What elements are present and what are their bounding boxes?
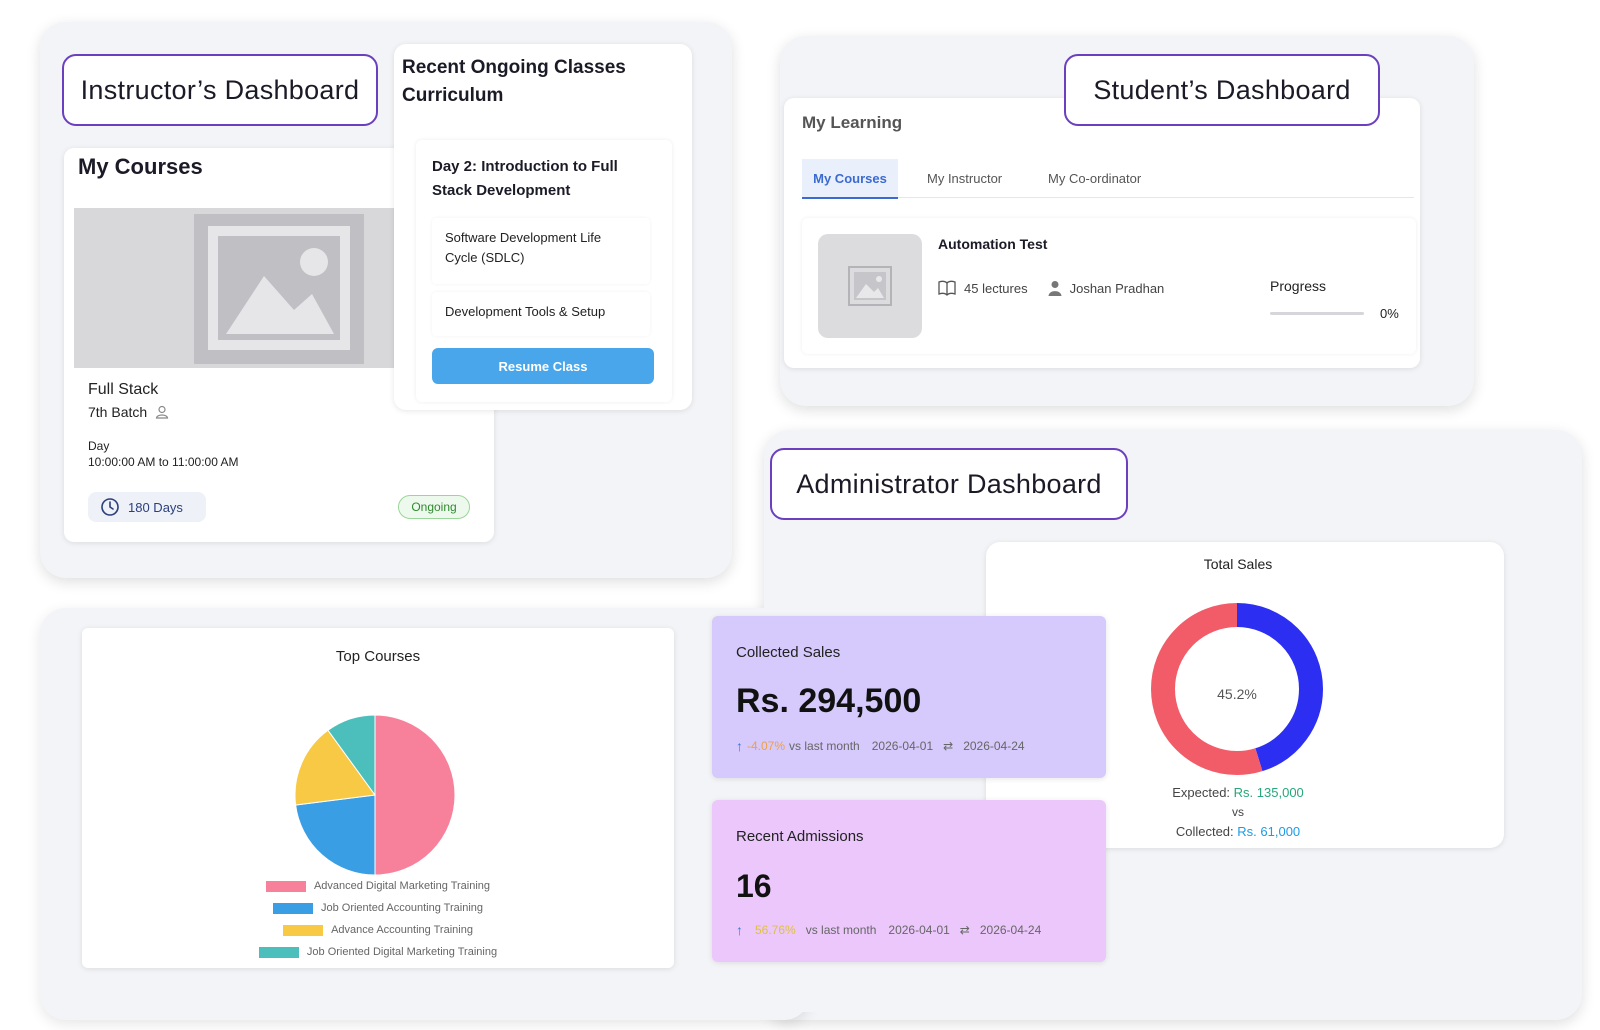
progress-percent: 0% <box>1380 306 1399 321</box>
collected-sales-card[interactable]: Collected Sales Rs. 294,500 ↑ -4.07% vs … <box>712 616 1106 778</box>
legend-swatch <box>265 880 306 892</box>
tab-my-courses-label: My Courses <box>813 170 887 186</box>
legend-item[interactable]: Job Oriented Accounting Training <box>82 902 674 914</box>
clock-icon <box>101 498 119 516</box>
pie-slice-3[interactable] <box>294 729 376 806</box>
legend-item[interactable]: Advanced Digital Marketing Training <box>82 880 674 892</box>
lecture-count: 45 lectures <box>964 280 1028 296</box>
collected-sales-value: Rs. 294,500 <box>736 682 922 720</box>
duration-badge: 180 Days <box>88 492 206 522</box>
collected-sales-footer: ↑ -4.07% vs last month 2026-04-01 ⇄ 2026… <box>736 738 1025 754</box>
duration-text: 180 Days <box>128 499 183 515</box>
pie-slice-2[interactable] <box>295 794 376 876</box>
recent-admissions-card[interactable]: Recent Admissions 16 ↑ 56.76% vs last mo… <box>712 800 1106 962</box>
image-placeholder-icon <box>194 214 364 364</box>
pie-slice-1[interactable] <box>374 714 456 876</box>
image-placeholder-icon <box>848 266 892 306</box>
recent-admissions-footer: ↑ 56.76% vs last month 2026-04-01 ⇄ 2026… <box>736 922 1041 938</box>
vs-text: vs <box>1232 805 1244 819</box>
legend-swatch <box>283 924 324 936</box>
collected-sales-label: Collected Sales <box>736 644 841 661</box>
topic-1-line2: Cycle (SDLC) <box>445 250 525 265</box>
legend-item[interactable]: Advance Accounting Training <box>82 924 674 936</box>
day-title-line1: Day 2: Introduction to Full <box>432 158 618 175</box>
expected-value: Rs. 135,000 <box>1233 785 1304 800</box>
total-sales-title: Total Sales <box>1203 556 1273 572</box>
recent-admissions-change: 56.76% <box>755 923 796 937</box>
collected-sales-date-from: 2026-04-01 <box>871 739 934 753</box>
collected-line: Collected: Rs. 61,000 <box>1138 824 1338 839</box>
top-courses-legend: Advanced Digital Marketing Training Job O… <box>82 880 674 966</box>
topic-1-line1: Software Development Life <box>445 230 602 245</box>
status-badge: Ongoing <box>398 495 470 519</box>
collected-sales-change: -4.07% <box>747 739 786 753</box>
collected-label: Collected: <box>1175 824 1234 839</box>
progress-label: Progress <box>1270 278 1327 294</box>
legend-label: Advanced Digital Marketing Training <box>313 880 491 892</box>
my-learning-heading: My Learning <box>802 113 903 132</box>
day-title-line2: Stack Development <box>432 182 571 199</box>
ongoing-heading-line2: Curriculum <box>402 85 504 106</box>
arrow-up-icon: ↑ <box>736 738 743 754</box>
my-courses-heading: My Courses <box>78 154 203 179</box>
book-icon <box>938 280 956 296</box>
swap-arrows-icon: ⇄ <box>943 739 954 753</box>
topic-item[interactable] <box>432 218 650 284</box>
recent-admissions-label: Recent Admissions <box>736 828 864 845</box>
expected-line: Expected: Rs. 135,000 <box>1138 785 1338 800</box>
top-courses-title: Top Courses <box>335 648 421 665</box>
expected-label: Expected: <box>1172 785 1231 800</box>
course-name[interactable]: Full Stack <box>88 381 159 398</box>
schedule-time: 10:00:00 AM to 11:00:00 AM <box>88 455 239 469</box>
arrow-up-icon: ↑ <box>736 922 743 938</box>
recent-admissions-date-to: 2026-04-24 <box>979 923 1042 937</box>
ongoing-heading-line1: Recent Ongoing Classes <box>402 57 626 78</box>
user-outline-icon <box>155 405 169 419</box>
instructor-name: Joshan Pradhan <box>1069 280 1165 296</box>
pie-slice-4[interactable] <box>327 714 376 797</box>
instructor-dashboard-title: Instructor’s Dashboard <box>62 54 378 126</box>
course-batch: 7th Batch <box>88 404 148 420</box>
recent-admissions-value: 16 <box>736 868 772 904</box>
legend-swatch <box>258 946 299 958</box>
recent-admissions-compare: vs last month <box>805 923 877 937</box>
top-courses-pie-chart <box>294 714 456 876</box>
legend-label: Job Oriented Accounting Training <box>320 902 484 914</box>
legend-label: Advance Accounting Training <box>331 924 473 936</box>
collected-value: Rs. 61,000 <box>1237 824 1301 839</box>
course-name[interactable]: Automation Test <box>938 236 1048 252</box>
student-tabs <box>802 197 1414 198</box>
administrator-dashboard-title: Administrator Dashboard <box>770 448 1128 520</box>
topic-2-line1: Development Tools & Setup <box>445 304 606 319</box>
topic-item[interactable] <box>432 292 650 336</box>
schedule-label: Day <box>88 439 110 453</box>
legend-swatch <box>272 902 313 914</box>
tab-my-instructor[interactable]: My Instructor <box>927 171 1003 186</box>
batch-row: 7th Batch <box>88 404 169 420</box>
user-icon <box>1048 281 1062 296</box>
course-meta: 45 lectures Joshan Pradhan <box>938 280 1164 296</box>
resume-class-button[interactable]: Resume Class <box>432 348 654 384</box>
tab-my-coordinator[interactable]: My Co-ordinator <box>1048 171 1142 186</box>
progress-bar <box>1270 312 1364 315</box>
collected-sales-compare: vs last month <box>789 739 860 753</box>
recent-admissions-date-from: 2026-04-01 <box>888 923 950 937</box>
swap-arrows-icon: ⇄ <box>959 923 970 937</box>
student-dashboard-title: Student’s Dashboard <box>1064 54 1380 126</box>
total-sales-donut-chart <box>1151 603 1323 775</box>
collected-sales-date-to: 2026-04-24 <box>963 739 1025 753</box>
tab-my-courses[interactable]: My Courses <box>802 159 898 199</box>
legend-label: Job Oriented Digital Marketing Training <box>306 946 498 958</box>
legend-item[interactable]: Job Oriented Digital Marketing Training <box>82 946 674 958</box>
donut-center-label: 45.2% <box>1217 686 1257 702</box>
donut-segment-2[interactable] <box>1151 603 1323 775</box>
